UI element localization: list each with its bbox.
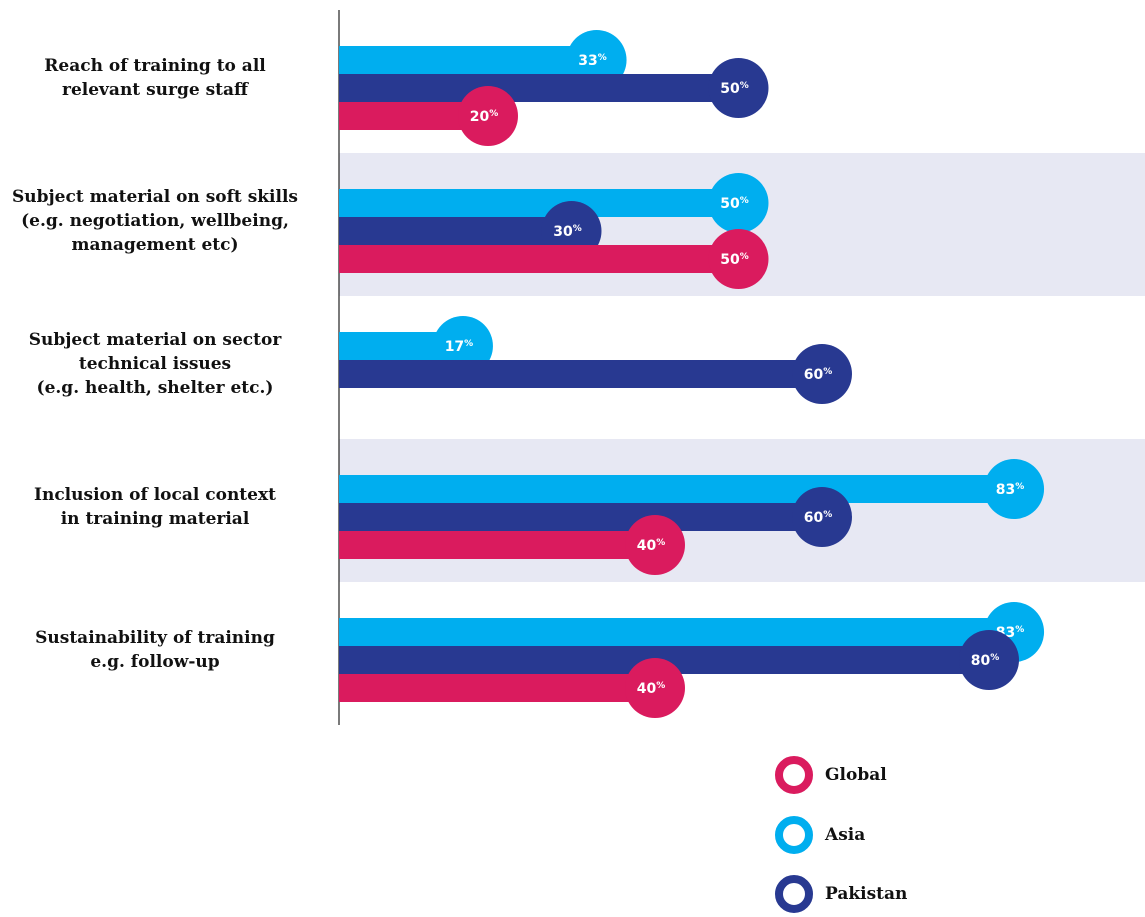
bar	[339, 74, 739, 102]
legend-item-global: Global	[775, 756, 887, 794]
bar	[339, 217, 572, 245]
legend-swatch-pakistan	[775, 875, 813, 913]
data-label-suffix: %	[740, 196, 749, 206]
legend-swatch-global	[775, 756, 813, 794]
data-label-suffix: %	[740, 81, 749, 91]
bar-end-circle	[984, 459, 1045, 519]
bar-end-circle	[708, 173, 769, 233]
bar-end-circle	[625, 658, 685, 718]
data-label-suffix: %	[598, 53, 607, 63]
category-label-line: (e.g. negotiation, wellbeing,	[21, 211, 289, 231]
bar	[339, 618, 1015, 646]
bar-end-circle	[792, 344, 852, 404]
category-label-line: Subject material on sector	[28, 330, 282, 350]
data-label-suffix: %	[464, 339, 473, 349]
legend-item-pakistan: Pakistan	[775, 875, 907, 913]
bar	[339, 46, 597, 74]
bar	[339, 475, 1015, 503]
bar-end-circle	[708, 58, 769, 118]
category-label-line: (e.g. health, shelter etc.)	[36, 378, 274, 398]
legend-item-asia: Asia	[775, 816, 865, 854]
bar	[339, 360, 822, 388]
bar-end-circle	[625, 515, 685, 575]
data-label-suffix: %	[990, 653, 999, 663]
legend-label-asia: Asia	[825, 825, 866, 845]
category-label-line: Sustainability of training	[35, 628, 275, 648]
legend-label-global: Global	[825, 765, 887, 785]
bar-end-circle	[458, 86, 518, 146]
category-label-line: in training material	[60, 509, 250, 529]
data-label-suffix: %	[1015, 625, 1024, 635]
data-label-suffix: %	[656, 538, 665, 548]
bar-end-circle	[959, 630, 1019, 690]
category-label-line: Reach of training to all	[44, 56, 266, 76]
bar	[339, 503, 822, 531]
category-label-line: relevant surge staff	[62, 80, 248, 100]
bar	[339, 674, 655, 702]
data-label-suffix: %	[823, 510, 832, 520]
category-label-line: e.g. follow-up	[90, 652, 220, 672]
category-label-line: Inclusion of local context	[34, 485, 276, 505]
bar	[339, 531, 655, 559]
bar-end-circle	[708, 229, 769, 289]
data-label-suffix: %	[823, 367, 832, 377]
data-label-suffix: %	[740, 252, 749, 262]
category-label: Inclusion of local context in training ma…	[5, 483, 305, 531]
category-label: Sustainability of training e.g. follow-up	[5, 626, 305, 674]
category-label-line: technical issues	[78, 354, 232, 374]
category-label: Subject material on soft skills (e.g. neg…	[5, 185, 305, 257]
category-label-line: management etc)	[71, 235, 239, 255]
category-label: Reach of training to all relevant surge s…	[5, 54, 305, 102]
category-label: Subject material on sector technical issu…	[5, 328, 305, 400]
legend-label-pakistan: Pakistan	[825, 884, 908, 904]
data-label-suffix: %	[1015, 482, 1024, 492]
bar	[339, 189, 739, 217]
category-label-line: Subject material on soft skills	[12, 187, 298, 207]
legend-swatch-asia	[775, 816, 813, 854]
bar	[339, 245, 739, 273]
data-label-suffix: %	[656, 681, 665, 691]
data-label-suffix: %	[489, 109, 498, 119]
data-label-suffix: %	[573, 224, 582, 234]
bar-end-circle	[792, 487, 852, 547]
